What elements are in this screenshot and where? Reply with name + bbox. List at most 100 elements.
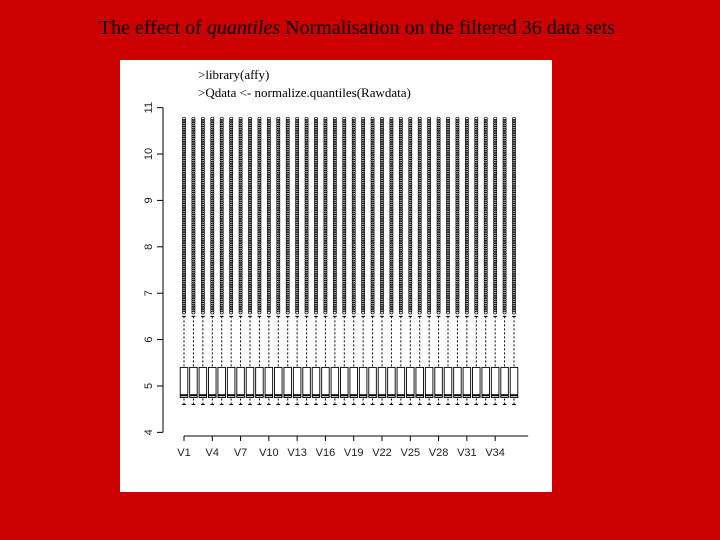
flier — [446, 134, 450, 139]
flier — [408, 215, 413, 220]
flier — [219, 193, 224, 198]
flier — [483, 187, 488, 192]
flier — [229, 171, 234, 176]
flier — [446, 136, 450, 141]
flier — [210, 152, 215, 156]
flier — [238, 301, 243, 306]
flier — [266, 262, 271, 266]
flier — [229, 295, 234, 299]
box — [264, 116, 274, 406]
flier — [417, 138, 422, 143]
flier — [266, 213, 271, 218]
flier — [417, 218, 422, 222]
flier — [483, 116, 488, 121]
flier — [248, 264, 252, 269]
flier — [408, 145, 413, 150]
flier — [474, 182, 479, 187]
flier — [323, 119, 328, 123]
flier — [285, 233, 290, 238]
flier — [248, 154, 252, 159]
flier — [502, 308, 507, 313]
flier — [182, 138, 186, 143]
flier — [370, 215, 375, 220]
flier — [493, 295, 498, 299]
flier — [474, 229, 479, 233]
flier — [238, 264, 243, 269]
flier — [361, 141, 366, 145]
flier — [266, 121, 271, 126]
flier — [474, 167, 479, 172]
flier — [248, 222, 252, 227]
flier — [408, 242, 413, 247]
flier — [408, 229, 413, 233]
flier — [304, 138, 309, 143]
flier — [455, 255, 460, 260]
flier — [191, 270, 196, 275]
flier — [238, 169, 243, 174]
flier — [436, 160, 441, 165]
flier — [370, 248, 375, 253]
flier — [332, 218, 337, 222]
flier — [408, 141, 413, 145]
flier — [266, 297, 271, 302]
flier — [512, 132, 516, 137]
flier — [248, 275, 252, 280]
flier — [464, 127, 469, 132]
flier — [502, 130, 507, 134]
flier — [380, 248, 384, 253]
flier — [182, 281, 186, 286]
flier — [370, 198, 375, 203]
flier — [266, 231, 271, 236]
flier — [398, 156, 403, 161]
flier — [285, 279, 290, 284]
flier — [464, 246, 469, 251]
flier — [314, 262, 318, 266]
flier — [436, 158, 441, 163]
flier — [191, 130, 196, 134]
flier — [238, 292, 243, 297]
flier — [248, 224, 252, 229]
flier — [285, 253, 290, 258]
flier — [332, 134, 337, 139]
flier — [380, 290, 384, 295]
flier — [512, 288, 516, 293]
flier — [295, 196, 300, 200]
flier — [408, 301, 413, 306]
flier — [455, 141, 460, 145]
flier — [427, 310, 432, 315]
flier — [408, 158, 413, 163]
flier — [417, 251, 422, 255]
flier — [200, 284, 205, 288]
flier — [483, 240, 488, 244]
flier — [380, 138, 384, 143]
flier — [219, 262, 224, 266]
flier — [398, 292, 403, 297]
flier — [210, 215, 215, 220]
flier — [219, 222, 224, 227]
flier — [446, 244, 450, 249]
flier — [389, 299, 394, 304]
flier — [474, 301, 479, 306]
flier — [502, 266, 507, 271]
flier — [380, 141, 384, 145]
flier — [314, 295, 318, 299]
flier — [436, 235, 441, 240]
flier — [446, 279, 450, 284]
flier — [200, 209, 205, 214]
flier — [483, 246, 488, 251]
flier — [210, 246, 215, 251]
flier — [191, 279, 196, 284]
flier — [219, 237, 224, 242]
flier — [332, 246, 337, 251]
flier — [219, 141, 224, 145]
flier — [502, 215, 507, 220]
flier — [446, 222, 450, 227]
flier — [210, 303, 215, 308]
flier — [332, 204, 337, 209]
flier — [502, 149, 507, 154]
flier — [398, 207, 403, 211]
flier — [229, 303, 234, 308]
flier — [351, 303, 356, 308]
flier — [512, 273, 516, 277]
flier — [295, 154, 300, 159]
